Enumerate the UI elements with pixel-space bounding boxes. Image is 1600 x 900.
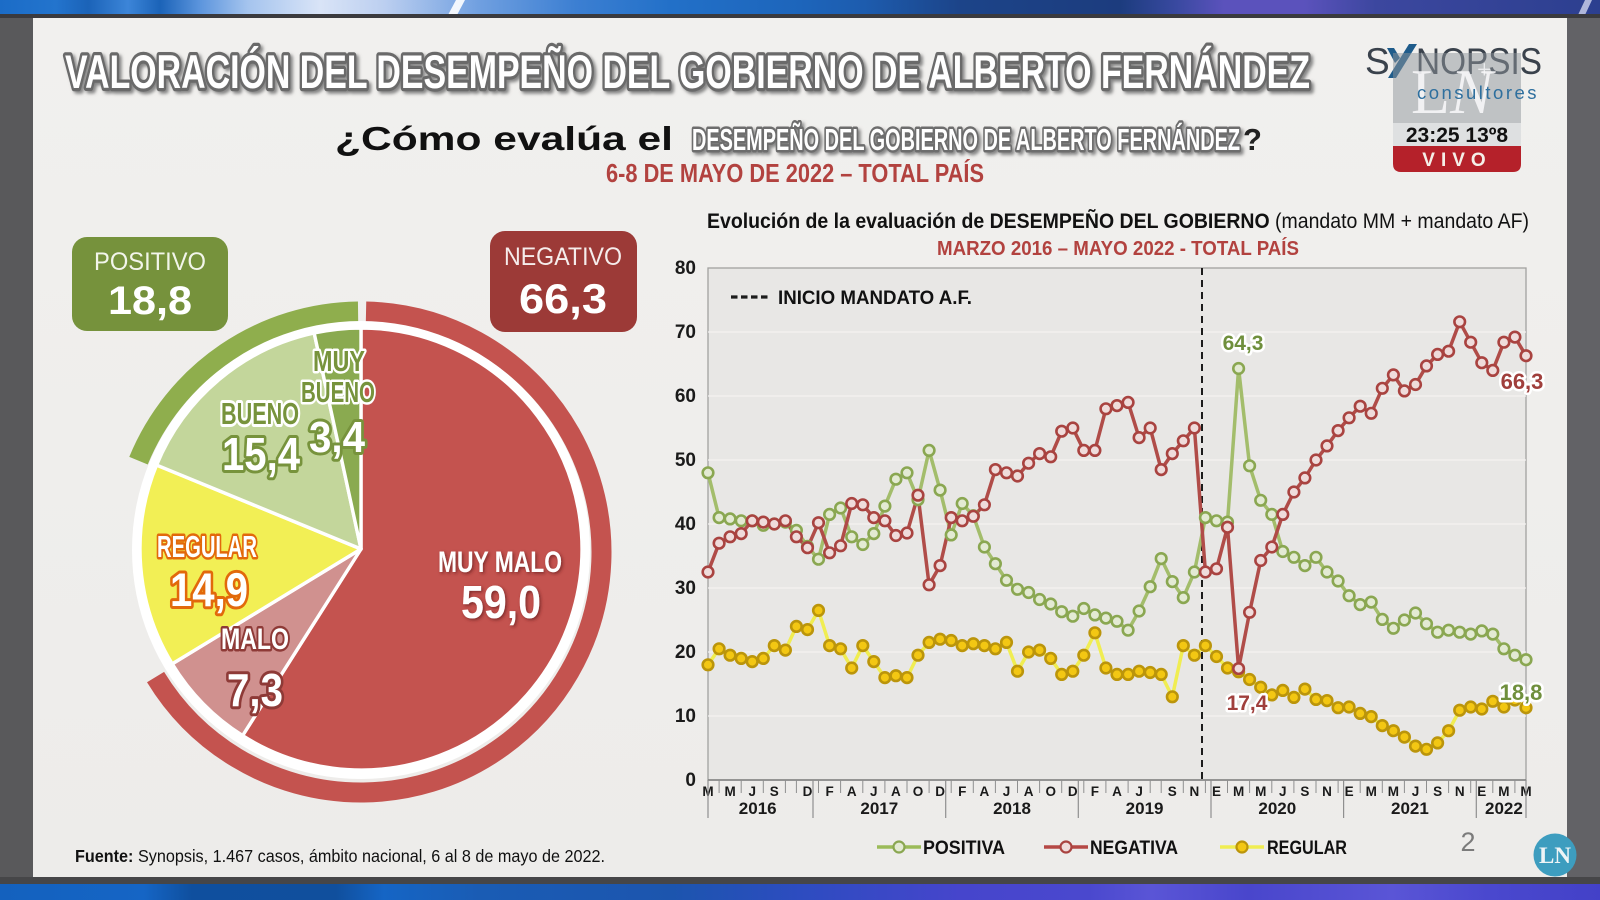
svg-text:LN: LN bbox=[1539, 843, 1571, 868]
svg-text:O: O bbox=[1045, 784, 1056, 799]
svg-text:2: 2 bbox=[1460, 827, 1475, 857]
svg-text:M: M bbox=[1233, 784, 1244, 799]
svg-text:23:25 13º8: 23:25 13º8 bbox=[1406, 124, 1509, 147]
svg-text:2016: 2016 bbox=[739, 799, 777, 818]
svg-text:70: 70 bbox=[675, 322, 696, 343]
svg-text:A: A bbox=[847, 784, 857, 799]
svg-text:A: A bbox=[1112, 784, 1122, 799]
svg-text:E: E bbox=[1212, 784, 1221, 799]
svg-text:6-8 DE MAYO DE 2022 – TOTAL PA: 6-8 DE MAYO DE 2022 – TOTAL PAÍS bbox=[606, 158, 984, 188]
svg-text:10: 10 bbox=[675, 706, 696, 727]
svg-text:A: A bbox=[1024, 784, 1034, 799]
svg-text:D: D bbox=[935, 784, 945, 799]
svg-text:2018: 2018 bbox=[993, 799, 1031, 818]
svg-text:S: S bbox=[1168, 784, 1177, 799]
svg-text:Fuente: Synopsis, 1.467 casos,: Fuente: Synopsis, 1.467 casos, ámbito na… bbox=[75, 846, 605, 866]
svg-text:59,0: 59,0 bbox=[461, 576, 541, 628]
svg-text:66,3: 66,3 bbox=[519, 275, 607, 322]
svg-text:F: F bbox=[958, 784, 966, 799]
svg-text:50: 50 bbox=[675, 450, 696, 471]
svg-text:INICIO MANDATO A.F.: INICIO MANDATO A.F. bbox=[778, 287, 972, 309]
svg-text:O: O bbox=[913, 784, 924, 799]
svg-text:S: S bbox=[1433, 784, 1442, 799]
svg-text:3,4: 3,4 bbox=[309, 413, 365, 462]
svg-text:?: ? bbox=[1243, 122, 1262, 157]
svg-text:S: S bbox=[1365, 41, 1390, 82]
svg-text:S: S bbox=[1300, 784, 1309, 799]
svg-text:M: M bbox=[1255, 784, 1266, 799]
svg-text:D: D bbox=[1068, 784, 1078, 799]
svg-text:0: 0 bbox=[685, 770, 696, 791]
svg-text:J: J bbox=[748, 784, 756, 799]
svg-text:POSITIVA: POSITIVA bbox=[923, 838, 1005, 859]
svg-text:18,8: 18,8 bbox=[1500, 680, 1543, 705]
svg-text:17,4: 17,4 bbox=[1227, 692, 1268, 715]
svg-text:MARZO 2016 – MAYO 2022 - TOTAL: MARZO 2016 – MAYO 2022 - TOTAL PAÍS bbox=[937, 237, 1299, 260]
svg-text:30: 30 bbox=[675, 578, 696, 599]
svg-text:F: F bbox=[825, 784, 833, 799]
svg-text:J: J bbox=[1135, 784, 1143, 799]
svg-text:NEGATIVA: NEGATIVA bbox=[1090, 838, 1178, 859]
svg-text:+: + bbox=[1477, 55, 1492, 84]
svg-text:N: N bbox=[1190, 784, 1200, 799]
svg-text:REGULAR: REGULAR bbox=[157, 529, 257, 564]
svg-text:15,4: 15,4 bbox=[222, 428, 300, 480]
svg-text:2020: 2020 bbox=[1258, 799, 1296, 818]
svg-text:M: M bbox=[1366, 784, 1377, 799]
svg-text:14,9: 14,9 bbox=[170, 563, 248, 616]
svg-text:Evolución de la evaluación de: Evolución de la evaluación de DESEMPEÑO … bbox=[707, 210, 1529, 233]
svg-text:BUENO: BUENO bbox=[221, 396, 299, 431]
svg-text:J: J bbox=[1279, 784, 1287, 799]
svg-text:F: F bbox=[1091, 784, 1099, 799]
svg-text:7,3: 7,3 bbox=[227, 664, 283, 716]
svg-text:REGULAR: REGULAR bbox=[1267, 838, 1347, 859]
svg-text:2019: 2019 bbox=[1126, 799, 1164, 818]
svg-text:M: M bbox=[1498, 784, 1509, 799]
svg-text:VIVO: VIVO bbox=[1422, 150, 1491, 171]
svg-text:40: 40 bbox=[675, 514, 696, 535]
svg-text:N: N bbox=[1322, 784, 1332, 799]
svg-text:BUENO: BUENO bbox=[301, 377, 375, 409]
svg-text:POSITIVO: POSITIVO bbox=[94, 248, 206, 276]
svg-text:J: J bbox=[870, 784, 878, 799]
svg-text:J: J bbox=[1003, 784, 1011, 799]
svg-text:DESEMPEÑO DEL GOBIERNO DE ALBE: DESEMPEÑO DEL GOBIERNO DE ALBERTO FERNÁN… bbox=[692, 122, 1240, 157]
svg-text:MUY MALO: MUY MALO bbox=[438, 546, 562, 579]
svg-text:LN: LN bbox=[1411, 56, 1496, 127]
svg-text:consultores: consultores bbox=[1417, 82, 1539, 103]
svg-text:¿Cómo evalúa el: ¿Cómo evalúa el bbox=[335, 120, 673, 157]
svg-text:66,3: 66,3 bbox=[1501, 369, 1544, 394]
svg-text:A: A bbox=[980, 784, 990, 799]
svg-text:2022: 2022 bbox=[1485, 799, 1523, 818]
svg-text:60: 60 bbox=[675, 386, 696, 407]
svg-text:J: J bbox=[1412, 784, 1420, 799]
svg-text:MALO: MALO bbox=[221, 623, 289, 656]
svg-text:E: E bbox=[1345, 784, 1354, 799]
svg-text:M: M bbox=[724, 784, 735, 799]
svg-text:S: S bbox=[770, 784, 779, 799]
svg-text:20: 20 bbox=[675, 642, 696, 663]
svg-text:VALORACIÓN DEL DESEMPEÑO DEL G: VALORACIÓN DEL DESEMPEÑO DEL GOBIERNO DE… bbox=[65, 45, 1310, 98]
svg-text:D: D bbox=[803, 784, 813, 799]
svg-text:64,3: 64,3 bbox=[1223, 332, 1264, 355]
svg-text:18,8: 18,8 bbox=[108, 279, 192, 323]
svg-text:M: M bbox=[1388, 784, 1399, 799]
svg-text:NEGATIVO: NEGATIVO bbox=[504, 243, 622, 271]
svg-text:80: 80 bbox=[675, 258, 696, 279]
svg-text:E: E bbox=[1477, 784, 1486, 799]
svg-text:MUY: MUY bbox=[313, 346, 365, 378]
svg-text:N: N bbox=[1455, 784, 1465, 799]
svg-text:2017: 2017 bbox=[860, 799, 898, 818]
svg-text:A: A bbox=[891, 784, 901, 799]
svg-text:2021: 2021 bbox=[1391, 799, 1429, 818]
